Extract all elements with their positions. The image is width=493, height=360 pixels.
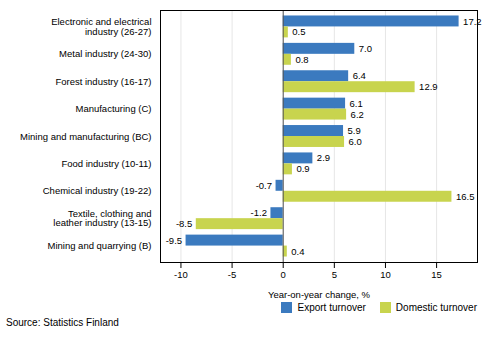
- html-text:Domestic turnover: Domestic turnover: [395, 302, 477, 313]
- svg-text:2.9: 2.9: [317, 152, 330, 163]
- svg-text:Manufacturing (C): Manufacturing (C): [75, 103, 151, 114]
- svg-text:6.0: 6.0: [349, 136, 362, 147]
- svg-text:-8.5: -8.5: [176, 218, 192, 229]
- svg-text:Textile, clothing andleather i: Textile, clothing andleather industry (1…: [53, 208, 151, 229]
- svg-text:0.8: 0.8: [295, 54, 308, 65]
- svg-text:5: 5: [332, 269, 337, 280]
- svg-text:-1.2: -1.2: [251, 207, 267, 218]
- svg-text:6.4: 6.4: [353, 70, 366, 81]
- svg-text:Food industry (10-11): Food industry (10-11): [61, 158, 151, 169]
- svg-text:Year-on-year change, %: Year-on-year change, %: [268, 289, 371, 300]
- svg-text:-10: -10: [174, 269, 188, 280]
- html-text:Export turnover: Export turnover: [297, 302, 366, 313]
- svg-text:Mining and quarrying (B): Mining and quarrying (B): [47, 240, 151, 251]
- svg-text:10: 10: [380, 269, 391, 280]
- svg-text:0.9: 0.9: [296, 163, 309, 174]
- svg-text:-5: -5: [228, 269, 236, 280]
- svg-text:Chemical industry (19-22): Chemical industry (19-22): [43, 185, 152, 196]
- svg-text:-9.5: -9.5: [166, 235, 182, 246]
- svg-text:16.5: 16.5: [456, 191, 475, 202]
- svg-text:0.5: 0.5: [292, 26, 305, 37]
- svg-text:Forest industry (16-17): Forest industry (16-17): [55, 76, 151, 87]
- svg-text:6.1: 6.1: [350, 98, 363, 109]
- svg-text:5.9: 5.9: [348, 125, 361, 136]
- svg-text:7.0: 7.0: [359, 43, 372, 54]
- svg-text:Metal industry (24-30): Metal industry (24-30): [59, 48, 151, 59]
- svg-text:15: 15: [431, 269, 442, 280]
- svg-text:Mining and manufacturing (BC): Mining and manufacturing (BC): [20, 131, 151, 142]
- svg-text:Electronic and electricalindus: Electronic and electricalindustry (26-27…: [51, 16, 151, 37]
- html-text:Source: Statistics Finland: Source: Statistics Finland: [6, 317, 119, 328]
- svg-text:17.2: 17.2: [463, 15, 482, 26]
- svg-text:12.9: 12.9: [419, 81, 438, 92]
- svg-text:0.4: 0.4: [291, 246, 304, 257]
- svg-text:6.2: 6.2: [351, 109, 364, 120]
- svg-text:0: 0: [281, 269, 286, 280]
- svg-text:-0.7: -0.7: [256, 180, 272, 191]
